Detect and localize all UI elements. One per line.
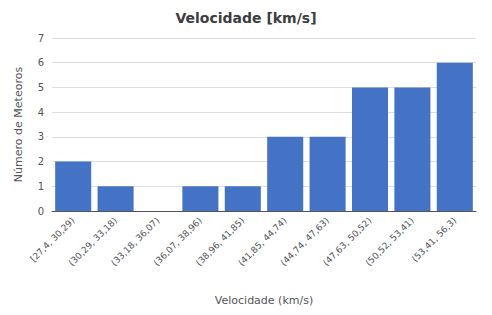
svg-text:(53,41, 56,3): (53,41, 56,3): [410, 215, 458, 263]
svg-text:(44,74, 47,63): (44,74, 47,63): [278, 215, 332, 268]
svg-text:1: 1: [38, 181, 44, 192]
svg-text:(30,29, 33,18): (30,29, 33,18): [66, 215, 120, 268]
svg-text:2: 2: [38, 156, 44, 167]
svg-text:4: 4: [38, 107, 44, 118]
svg-text:0: 0: [38, 206, 44, 217]
svg-text:6: 6: [38, 57, 44, 68]
svg-text:[27,4, 30,29): [27,4, 30,29): [28, 215, 76, 263]
svg-text:(38,96, 41,85): (38,96, 41,85): [193, 215, 247, 268]
svg-text:5: 5: [38, 82, 44, 93]
svg-text:(50,52, 53,41): (50,52, 53,41): [363, 215, 415, 267]
svg-text:Velocidade (km/s): Velocidade (km/s): [215, 294, 313, 307]
svg-text:(33,18, 36,07): (33,18, 36,07): [109, 215, 162, 268]
svg-text:(41,85, 44,74): (41,85, 44,74): [236, 215, 289, 268]
svg-text:(36,07, 38,96): (36,07, 38,96): [151, 215, 204, 268]
svg-text:Velocidade [km/s]: Velocidade [km/s]: [175, 10, 316, 26]
svg-text:(47,63, 50,52): (47,63, 50,52): [321, 215, 374, 268]
svg-text:3: 3: [38, 131, 44, 142]
svg-text:7: 7: [38, 33, 44, 44]
svg-text:Número de Meteoros: Número de Meteoros: [12, 67, 25, 183]
